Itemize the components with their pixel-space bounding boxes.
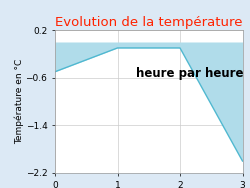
Text: heure par heure: heure par heure xyxy=(136,67,243,80)
Title: Evolution de la température: Evolution de la température xyxy=(55,16,242,29)
Y-axis label: Température en °C: Température en °C xyxy=(14,59,24,144)
